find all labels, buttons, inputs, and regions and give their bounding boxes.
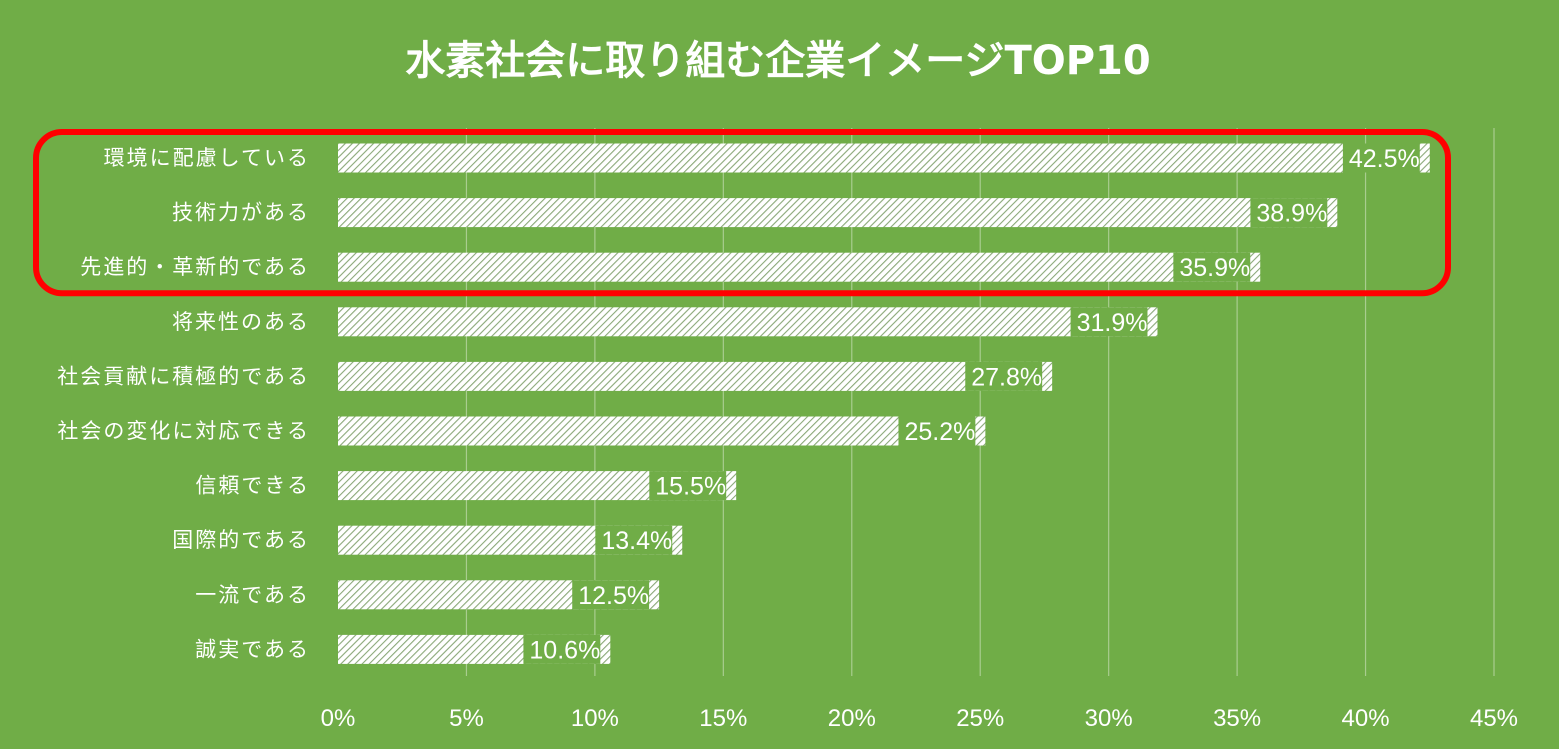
category-label: 先進的・革新的である bbox=[80, 255, 310, 279]
data-label: 35.9% bbox=[1179, 254, 1250, 282]
bar bbox=[338, 143, 1430, 173]
x-tick-label: 20% bbox=[828, 705, 876, 732]
category-labels: 環境に配慮している技術力がある先進的・革新的である将来性のある社会貢献に積極的で… bbox=[57, 146, 310, 661]
x-tick-label: 10% bbox=[571, 705, 619, 732]
chart-title: 水素社会に取り組む企業イメージTOP10 bbox=[405, 38, 1150, 84]
bar bbox=[338, 252, 1261, 282]
data-label-background bbox=[523, 634, 601, 664]
bar bbox=[338, 416, 986, 446]
x-tick-label: 45% bbox=[1470, 705, 1518, 732]
data-label-background bbox=[1250, 198, 1328, 228]
category-label: 国際的である bbox=[172, 528, 310, 552]
bar bbox=[338, 361, 1053, 391]
data-label: 13.4% bbox=[601, 527, 672, 555]
x-tick-label: 15% bbox=[699, 705, 747, 732]
data-label-background bbox=[595, 525, 673, 555]
x-tick-label: 25% bbox=[956, 705, 1004, 732]
x-tick-label: 0% bbox=[321, 705, 356, 732]
x-tick-label: 5% bbox=[449, 705, 484, 732]
data-label: 42.5% bbox=[1349, 145, 1420, 173]
data-label: 27.8% bbox=[971, 363, 1042, 391]
category-label: 誠実である bbox=[195, 637, 310, 661]
category-label: 環境に配慮している bbox=[104, 146, 310, 170]
data-label-background bbox=[1173, 252, 1251, 282]
data-label-background bbox=[649, 471, 727, 501]
x-tick-label: 35% bbox=[1213, 705, 1261, 732]
data-label-background bbox=[898, 416, 976, 446]
data-label: 31.9% bbox=[1077, 309, 1148, 337]
bars: 42.5% 38.9%35.9% 31.9% 27.8% 25.2% 15.5% 13.4%… bbox=[338, 143, 1430, 664]
data-label-background bbox=[965, 361, 1043, 391]
category-label: 信頼できる bbox=[195, 474, 310, 498]
x-tick-label: 40% bbox=[1342, 705, 1390, 732]
x-axis-tick-labels: 0% 5% 10% 15% 20% 25% 30% 35% 40% 45% bbox=[321, 705, 1518, 732]
data-label: 12.5% bbox=[578, 582, 649, 610]
category-label: 社会貢献に積極的である bbox=[57, 364, 310, 388]
data-label: 15.5% bbox=[655, 473, 726, 501]
category-label: 一流である bbox=[195, 583, 310, 607]
bar bbox=[338, 307, 1158, 337]
category-label: 将来性のある bbox=[172, 310, 310, 334]
highlight-box bbox=[33, 129, 1451, 297]
data-label: 10.6% bbox=[529, 636, 600, 664]
data-label-background bbox=[1342, 143, 1420, 173]
data-label: 38.9% bbox=[1256, 200, 1327, 228]
data-label-background bbox=[1070, 307, 1148, 337]
category-label: 社会の変化に対応できる bbox=[57, 419, 310, 443]
data-label: 25.2% bbox=[904, 418, 975, 446]
x-tick-label: 30% bbox=[1085, 705, 1133, 732]
bar bbox=[338, 198, 1338, 228]
data-label-background bbox=[572, 580, 650, 610]
category-label: 技術力がある bbox=[172, 201, 310, 225]
